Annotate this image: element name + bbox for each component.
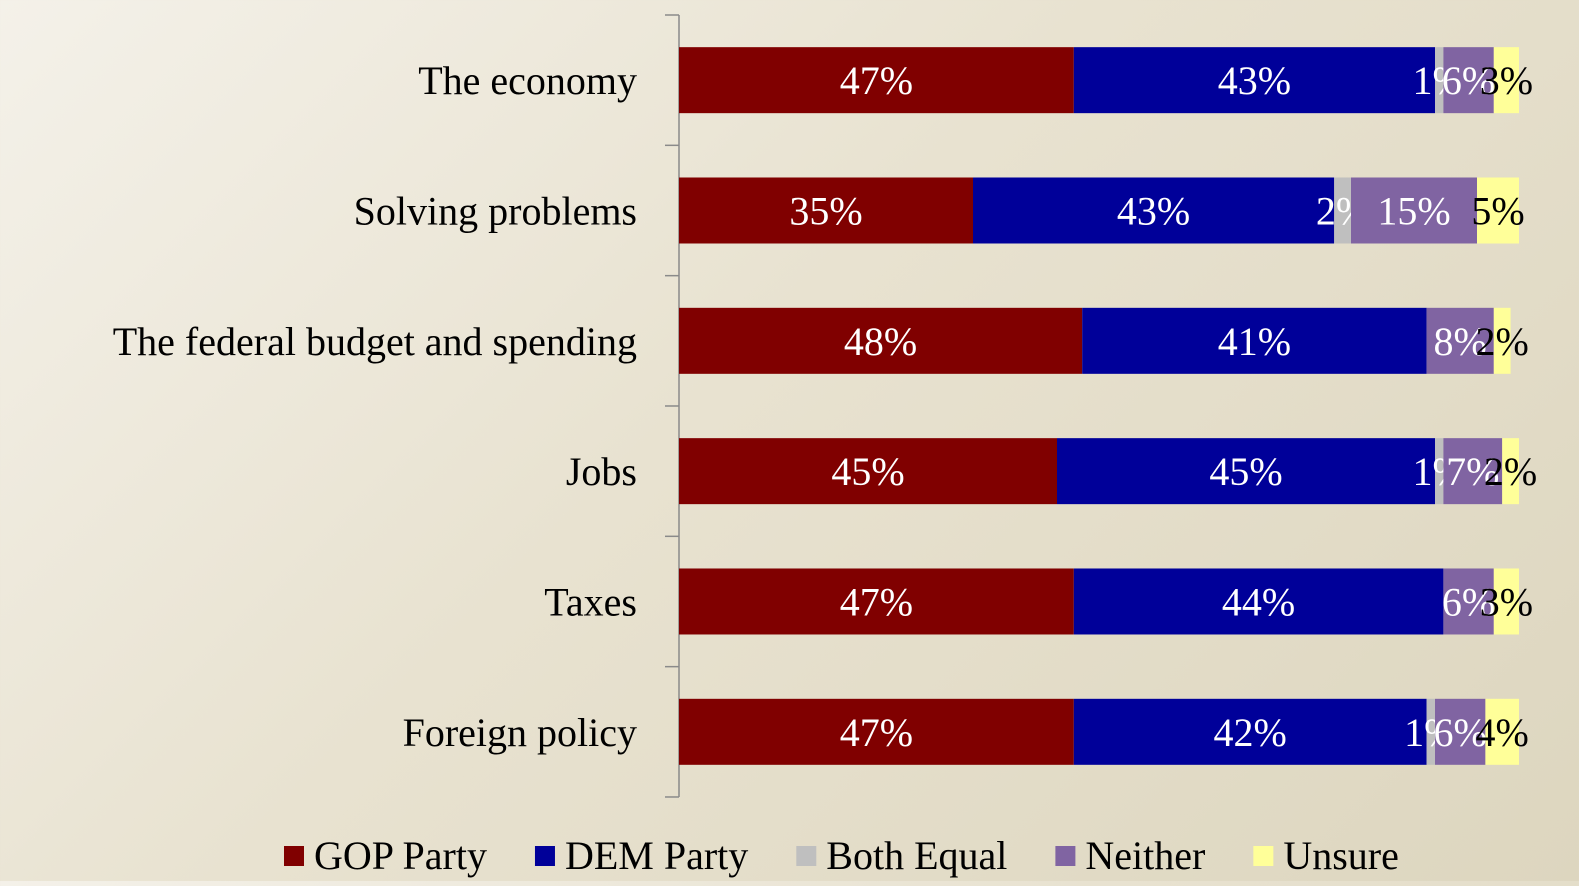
data-label-unsure: 3% [1480, 58, 1533, 103]
bar-segment-gop-party [679, 438, 1057, 505]
bar-row-taxes: Taxes 47% 44% 6%3% [544, 568, 1533, 635]
data-label-neither: 15% [1377, 188, 1450, 233]
data-label-gop-party: 47% [840, 58, 913, 103]
bar-row-the-federal-budget-and-spending: The federal budget and spending 48% 41% 8%2… [113, 307, 1529, 374]
legend: GOP Party DEM Party Both Equal Neither Unsur… [284, 833, 1399, 878]
y-axis [665, 14, 680, 798]
bar-segment-gop-party [679, 307, 1083, 374]
legend-swatch [284, 846, 304, 866]
data-label-dem-party: 42% [1214, 710, 1287, 755]
bar-segment-gop-party [679, 698, 1074, 765]
data-label-dem-party: 44% [1222, 579, 1295, 624]
legend-item-both-equal: Both Equal [796, 833, 1007, 878]
data-label-dem-party: 41% [1218, 319, 1291, 364]
bar-segment-gop-party [679, 177, 973, 244]
bar-segment-neither [1351, 177, 1477, 244]
bar-segment-unsure [1493, 307, 1511, 374]
data-label-gop-party: 45% [831, 449, 904, 494]
legend-label: Neither [1085, 833, 1205, 878]
bar-segment-dem-party [1082, 307, 1427, 374]
bar-segment-gop-party [679, 47, 1074, 114]
bar-segment-both-equal [1334, 177, 1351, 244]
legend-item-neither: Neither [1055, 833, 1205, 878]
category-label: Foreign policy [403, 710, 637, 755]
bar-segment-neither [1435, 698, 1486, 765]
bar-segment-unsure [1502, 438, 1519, 505]
bar-segment-both-equal [1435, 47, 1444, 114]
category-label: Solving problems [354, 188, 637, 233]
legend-item-unsure: Unsure [1253, 833, 1399, 878]
legend-swatch [1253, 846, 1274, 866]
data-label-unsure: 4% [1476, 710, 1529, 755]
bar-segment-neither [1426, 307, 1494, 374]
bar-segment-dem-party [1073, 47, 1435, 114]
bar-segment-dem-party [1073, 698, 1427, 765]
data-label-unsure: 2% [1484, 449, 1537, 494]
data-label-gop-party: 48% [844, 319, 917, 364]
data-label-gop-party: 35% [789, 188, 862, 233]
data-label-neither: 7% [1446, 449, 1499, 494]
data-label-dem-party: 43% [1218, 58, 1291, 103]
bar-segment-dem-party [973, 177, 1335, 244]
category-label: The economy [418, 58, 637, 103]
legend-label: GOP Party [314, 833, 487, 878]
legend-label: Both Equal [826, 833, 1007, 878]
data-label-neither: 6% [1442, 58, 1495, 103]
legend-label: Unsure [1283, 833, 1399, 878]
bar-row-solving-problems: Solving problems 35% 43% 2% 15% 5% [354, 177, 1525, 244]
legend-swatch [796, 846, 817, 866]
data-label-gop-party: 47% [840, 579, 913, 624]
bar-segment-unsure [1493, 47, 1519, 114]
bar-segment-neither [1443, 568, 1494, 635]
legend-swatch [1055, 846, 1076, 866]
bar-row-the-economy: The economy 47% 43% 1%6%3% [418, 47, 1533, 114]
legend-item-gop-party: GOP Party [284, 833, 487, 878]
data-label-unsure: 5% [1471, 188, 1524, 233]
data-label-dem-party: 45% [1209, 449, 1282, 494]
data-label-unsure: 3% [1480, 579, 1533, 624]
bar-segment-dem-party [1057, 438, 1435, 505]
bar-segment-gop-party [679, 568, 1074, 635]
data-label-gop-party: 47% [840, 710, 913, 755]
bar-segment-unsure [1485, 698, 1519, 765]
bar-segment-neither [1443, 438, 1503, 505]
category-label: Taxes [544, 579, 637, 624]
legend-swatch [534, 846, 555, 866]
bar-segment-both-equal [1435, 438, 1444, 505]
data-label-neither: 6% [1434, 710, 1487, 755]
bar-segment-dem-party [1073, 568, 1444, 635]
data-label-neither: 6% [1442, 579, 1495, 624]
category-label: Jobs [566, 449, 637, 494]
bar-segment-unsure [1477, 177, 1519, 244]
data-label-neither: 8% [1434, 319, 1487, 364]
bar-segment-unsure [1493, 568, 1519, 635]
bar-segment-neither [1443, 47, 1494, 114]
data-label-unsure: 2% [1476, 319, 1529, 364]
legend-label: DEM Party [565, 833, 748, 878]
bar-row-jobs: Jobs 45% 45% 1%7%2% [566, 438, 1537, 505]
category-label: The federal budget and spending [113, 319, 637, 364]
bar-segment-both-equal [1426, 698, 1435, 765]
legend-item-dem-party: DEM Party [534, 833, 748, 878]
data-label-dem-party: 43% [1117, 188, 1190, 233]
bar-row-foreign-policy: Foreign policy 47% 42% 1%6%4% [403, 698, 1529, 765]
